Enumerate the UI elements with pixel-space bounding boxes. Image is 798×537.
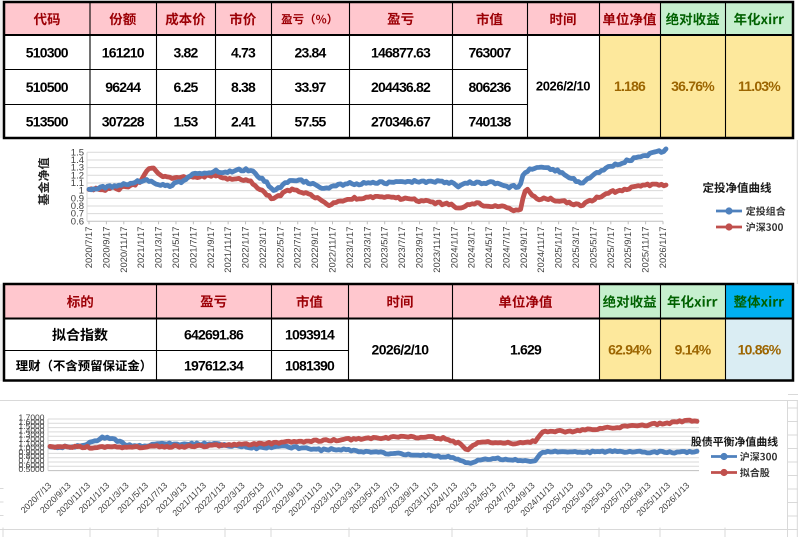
svg-text:0.6: 0.6 — [71, 216, 84, 227]
svg-text:2024/7/17: 2024/7/17 — [501, 227, 512, 269]
svg-text:1.4: 1.4 — [71, 155, 84, 166]
svg-text:1.53: 1.53 — [173, 114, 198, 130]
svg-text:33.97: 33.97 — [294, 79, 326, 95]
svg-text:510300: 510300 — [26, 45, 69, 61]
svg-text:2021/7/17: 2021/7/17 — [187, 227, 198, 269]
svg-text:510500: 510500 — [26, 79, 69, 95]
svg-text:2023/9/17: 2023/9/17 — [414, 227, 425, 269]
svg-text:2023/1/17: 2023/1/17 — [344, 227, 355, 269]
svg-text:2022/11/17: 2022/11/17 — [327, 227, 338, 273]
svg-text:1.6000: 1.6000 — [19, 417, 45, 427]
svg-text:2020/7/17: 2020/7/17 — [83, 227, 94, 269]
svg-text:2023/5/17: 2023/5/17 — [379, 227, 390, 269]
svg-text:10.86%: 10.86% — [738, 342, 782, 358]
svg-text:57.55: 57.55 — [294, 114, 326, 130]
svg-text:2024/11/17: 2024/11/17 — [535, 227, 546, 273]
svg-text:0.8: 0.8 — [71, 201, 84, 212]
svg-text:1.3: 1.3 — [71, 163, 84, 174]
svg-text:2026/2/10: 2026/2/10 — [536, 79, 590, 94]
svg-text:1.5: 1.5 — [71, 147, 84, 158]
svg-text:642691.86: 642691.86 — [184, 327, 244, 343]
svg-text:1.0000: 1.0000 — [19, 443, 45, 453]
svg-text:2021/11/17: 2021/11/17 — [222, 227, 233, 273]
svg-text:0.6000: 0.6000 — [19, 460, 45, 470]
svg-text:1.629: 1.629 — [510, 342, 542, 358]
svg-text:6.25: 6.25 — [173, 79, 198, 95]
svg-text:0.9: 0.9 — [71, 193, 84, 204]
svg-text:1.4000: 1.4000 — [19, 425, 45, 435]
svg-text:2025/11/17: 2025/11/17 — [640, 227, 651, 273]
svg-text:2022/7/17: 2022/7/17 — [292, 227, 303, 269]
svg-text:204436.82: 204436.82 — [371, 79, 431, 95]
svg-text:146877.63: 146877.63 — [371, 45, 431, 61]
svg-text:23.84: 23.84 — [294, 45, 326, 61]
svg-text:0.9000: 0.9000 — [19, 447, 45, 457]
svg-text:513500: 513500 — [26, 114, 69, 130]
svg-text:1.2000: 1.2000 — [19, 434, 45, 444]
svg-text:161210: 161210 — [102, 45, 145, 61]
svg-text:4.73: 4.73 — [231, 45, 256, 61]
svg-text:2021/5/17: 2021/5/17 — [170, 227, 181, 269]
svg-text:2020/9/17: 2020/9/17 — [100, 227, 111, 269]
svg-text:0.5000: 0.5000 — [19, 464, 45, 474]
svg-text:1.3000: 1.3000 — [19, 430, 45, 440]
svg-text:2022/5/17: 2022/5/17 — [274, 227, 285, 269]
svg-text:2026/1/17: 2026/1/17 — [657, 227, 668, 269]
svg-text:2.41: 2.41 — [231, 114, 256, 130]
svg-text:1.2: 1.2 — [71, 170, 84, 181]
svg-text:2022/3/17: 2022/3/17 — [257, 227, 268, 269]
svg-text:2021/1/17: 2021/1/17 — [135, 227, 146, 269]
svg-text:2021/9/17: 2021/9/17 — [205, 227, 216, 269]
svg-text:1.1: 1.1 — [71, 178, 84, 189]
svg-text:307228: 307228 — [102, 114, 145, 130]
svg-text:0.7000: 0.7000 — [19, 456, 45, 466]
svg-text:0.8000: 0.8000 — [19, 451, 45, 461]
svg-text:2025/9/17: 2025/9/17 — [622, 227, 633, 269]
svg-text:2022/9/17: 2022/9/17 — [309, 227, 320, 269]
svg-text:2024/5/17: 2024/5/17 — [483, 227, 494, 269]
svg-text:8.38: 8.38 — [231, 79, 256, 95]
svg-text:2024/1/17: 2024/1/17 — [448, 227, 459, 269]
svg-text:1.1000: 1.1000 — [19, 438, 45, 448]
svg-text:1.5000: 1.5000 — [19, 421, 45, 431]
svg-text:1.186: 1.186 — [614, 78, 646, 94]
svg-text:9.14%: 9.14% — [675, 342, 712, 358]
svg-text:2023/11/17: 2023/11/17 — [431, 227, 442, 273]
svg-text:1093914: 1093914 — [285, 327, 335, 343]
svg-text:36.76%: 36.76% — [671, 78, 715, 94]
svg-text:2025/5/17: 2025/5/17 — [587, 227, 598, 269]
svg-text:0.7: 0.7 — [71, 209, 84, 220]
svg-text:740138: 740138 — [469, 114, 512, 130]
svg-text:270346.67: 270346.67 — [371, 114, 431, 130]
svg-text:2025/1/17: 2025/1/17 — [553, 227, 564, 269]
svg-text:2021/3/17: 2021/3/17 — [153, 227, 164, 269]
svg-text:2020/11/17: 2020/11/17 — [118, 227, 129, 273]
svg-text:2023/7/17: 2023/7/17 — [396, 227, 407, 269]
svg-text:3.82: 3.82 — [173, 45, 198, 61]
svg-text:2024/9/17: 2024/9/17 — [518, 227, 529, 269]
svg-text:2022/1/17: 2022/1/17 — [240, 227, 251, 269]
svg-text:763007: 763007 — [469, 45, 512, 61]
svg-text:96244: 96244 — [105, 79, 141, 95]
svg-text:62.94%: 62.94% — [608, 342, 652, 358]
svg-text:2025/7/17: 2025/7/17 — [605, 227, 616, 269]
svg-text:197612.34: 197612.34 — [184, 358, 244, 374]
svg-text:2023/3/17: 2023/3/17 — [361, 227, 372, 269]
svg-text:1.7000: 1.7000 — [19, 413, 45, 423]
svg-text:1: 1 — [79, 186, 84, 197]
svg-text:2025/3/17: 2025/3/17 — [570, 227, 581, 269]
svg-text:806236: 806236 — [469, 79, 512, 95]
svg-text:1081390: 1081390 — [285, 358, 335, 374]
svg-text:2026/2/10: 2026/2/10 — [372, 342, 430, 358]
svg-text:2024/3/17: 2024/3/17 — [466, 227, 477, 269]
svg-text:11.03%: 11.03% — [738, 78, 781, 94]
